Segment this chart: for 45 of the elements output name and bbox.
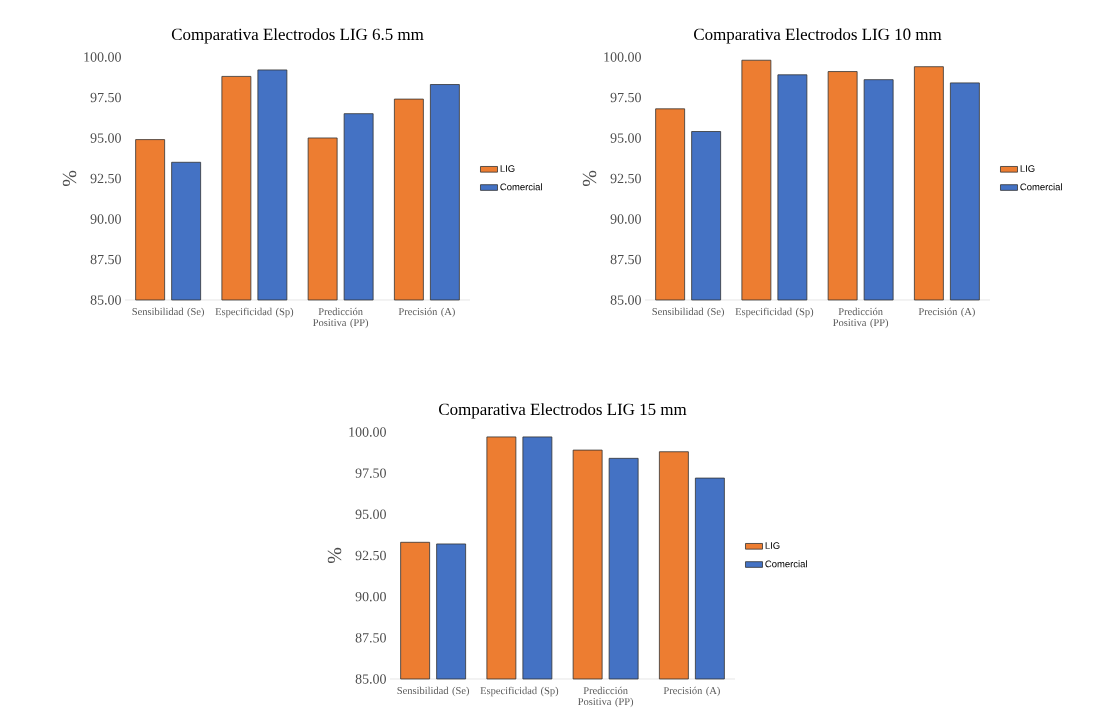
- x-tick-label: Predicción Positiva (PP): [833, 307, 889, 329]
- y-tick-label: 92.50: [355, 550, 386, 561]
- y-tick-label: 92.50: [610, 173, 641, 184]
- y-tick-label: 95.00: [90, 133, 121, 143]
- y-tick-label: 100.00: [604, 52, 641, 62]
- x-tick-label: Precisión (A): [663, 686, 720, 697]
- y-axis-title: %: [582, 170, 597, 187]
- chart-title: Comparativa Electrodos LIG 10 mm: [694, 28, 942, 44]
- y-tick-label: 87.50: [90, 254, 121, 265]
- legend-label: LIG: [1020, 165, 1035, 172]
- y-tick-label: 100.00: [349, 427, 386, 437]
- y-tick-label: 87.50: [355, 633, 386, 643]
- legend-label: Comercial: [1020, 183, 1062, 191]
- y-tick-label: 90.00: [355, 591, 386, 602]
- x-tick-label: Sensibilidad (Se): [652, 307, 724, 318]
- y-tick-label: 85.00: [355, 674, 386, 684]
- x-tick-label: Precisión (A): [398, 307, 455, 318]
- x-tick-label: Sensibilidad (Se): [397, 686, 469, 697]
- legend-label: Comercial: [765, 560, 807, 568]
- x-tick-label: Especificidad (Sp): [735, 307, 814, 318]
- x-tick-label: Predicción Positiva (PP): [313, 307, 369, 329]
- y-tick-label: 92.50: [90, 173, 121, 184]
- y-tick-label: 87.50: [610, 254, 641, 265]
- x-tick-label: Sensibilidad (Se): [132, 307, 204, 318]
- y-tick-label: 97.50: [355, 468, 386, 478]
- y-tick-label: 85.00: [90, 295, 121, 305]
- x-tick-label: Predicción Positiva (PP): [578, 686, 634, 708]
- y-tick-label: 95.00: [610, 133, 641, 143]
- y-tick-label: 95.00: [355, 509, 386, 520]
- x-tick-label: Especificidad (Sp): [215, 307, 294, 318]
- legend-label: LIG: [500, 165, 515, 172]
- y-tick-label: 90.00: [610, 214, 641, 224]
- legend-label: LIG: [765, 542, 780, 549]
- legend-label: Comercial: [500, 183, 542, 191]
- y-tick-label: 90.00: [90, 214, 121, 224]
- y-tick-label: 85.00: [610, 295, 641, 305]
- y-tick-label: 97.50: [90, 92, 121, 103]
- x-tick-label: Precisión (A): [918, 307, 975, 318]
- y-tick-label: 100.00: [84, 52, 121, 62]
- y-axis-title: %: [327, 547, 342, 564]
- y-tick-label: 97.50: [610, 92, 641, 103]
- x-tick-label: Especificidad (Sp): [480, 686, 559, 697]
- y-axis-title: %: [62, 170, 77, 187]
- chart-title: Comparativa Electrodos LIG 6.5 mm: [171, 28, 424, 44]
- chart-title: Comparativa Electrodos LIG 15 mm: [439, 403, 687, 419]
